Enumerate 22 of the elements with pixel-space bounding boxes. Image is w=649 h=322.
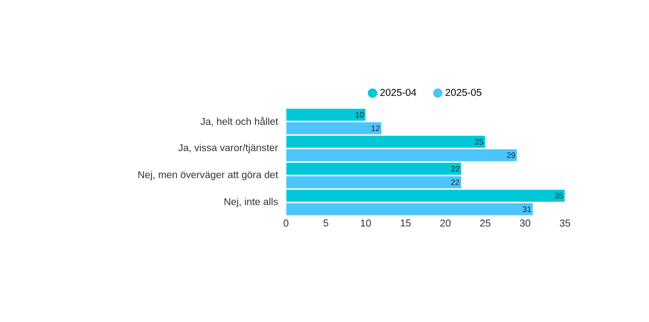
- data-label: 35: [554, 192, 563, 199]
- x-tick-label: 35: [560, 220, 570, 227]
- data-label: 25: [475, 138, 484, 145]
- x-tick-label: 20: [440, 220, 451, 227]
- data-label: 29: [506, 152, 516, 158]
- y-tick-label: Ja, helt och hållet: [200, 116, 278, 126]
- x-tick-label: 5: [323, 220, 328, 227]
- y-tick-label: Ja, vissa varor/tjänster: [178, 144, 278, 154]
- legend-label: 2025-05: [446, 88, 482, 96]
- legend-label: 2025-04: [380, 88, 416, 96]
- data-label: 31: [522, 206, 532, 212]
- y-tick-label: Nej, men överväger att göra det: [138, 170, 278, 180]
- data-label: 22: [451, 179, 460, 186]
- data-label: 22: [451, 166, 460, 172]
- x-tick-label: 0: [284, 220, 288, 227]
- y-tick-label: Nej, inte alls: [224, 198, 278, 208]
- x-tick-label: 30: [520, 220, 530, 227]
- data-label: 10: [356, 112, 364, 118]
- data-label: 12: [372, 125, 380, 132]
- x-tick-label: 10: [360, 220, 371, 227]
- x-tick-label: 15: [400, 220, 411, 227]
- x-tick-label: 25: [480, 220, 490, 227]
